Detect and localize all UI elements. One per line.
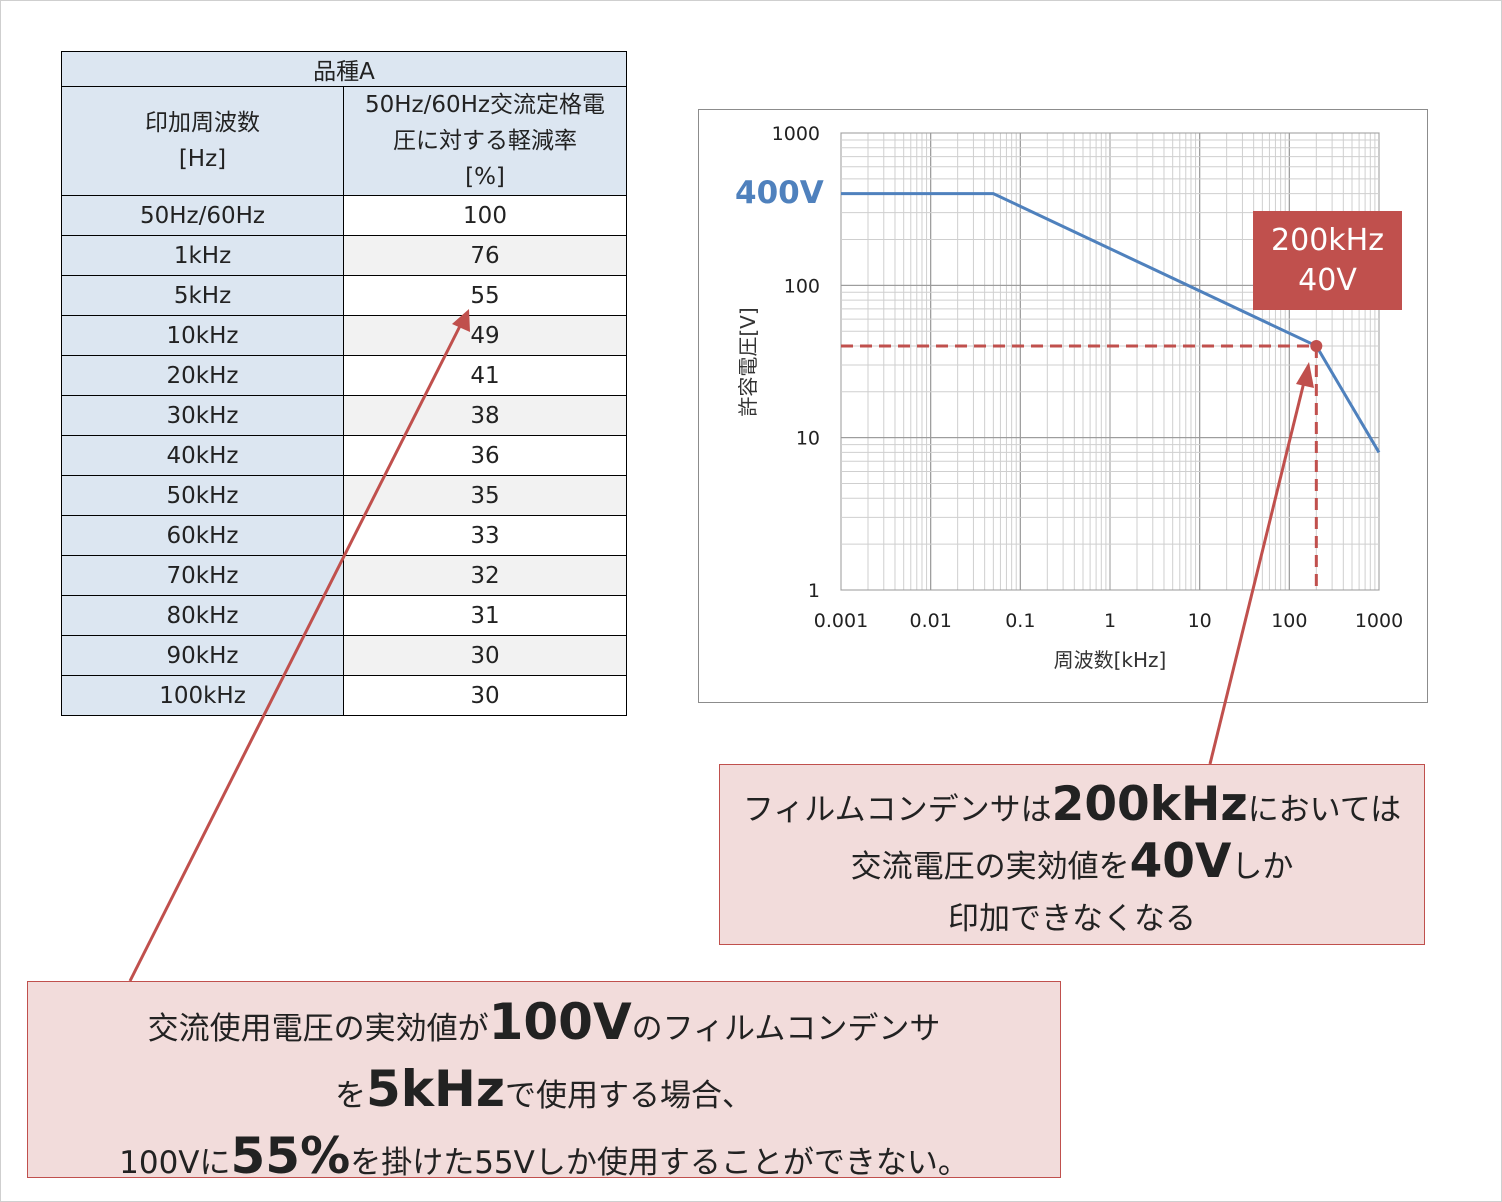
cell-rate: 31: [342, 595, 628, 636]
cell-rate: 38: [342, 395, 628, 436]
derating-table: 品種A 印加周波数 [Hz] 50Hz/60Hz交流定格電 圧に対する軽減率 […: [60, 51, 628, 716]
callout-bottom-text: を掛けた55Vしか使用することができない。: [350, 1145, 969, 1181]
callout-right-text: 印加できなくなる: [948, 901, 1196, 937]
cell-rate: 33: [342, 515, 628, 556]
table-row: 80kHz 31: [61, 595, 628, 636]
header-frequency-line: 印加周波数: [145, 110, 260, 136]
y-axis-label: 許容電圧[V]: [736, 307, 760, 416]
callout-right-text: しか: [1231, 849, 1294, 885]
callout-right-text: フィルムコンデンサは: [742, 792, 1052, 828]
callout-bottom: 交流使用電圧の実効値が100Vのフィルムコンデンサ を5kHzで使用する場合、 …: [27, 981, 1061, 1185]
table-row: 100kHz 30: [61, 675, 628, 716]
table-row: 10kHz 49: [61, 315, 628, 356]
cell-rate: 30: [342, 675, 628, 716]
callout-right-text: においては: [1247, 792, 1402, 828]
arrow-to-55: [128, 323, 463, 982]
table-row: 1kHz 76: [61, 235, 628, 276]
cell-rate: 49: [342, 315, 628, 356]
y-tick-label: 1000: [772, 123, 820, 145]
cell-frequency: 10kHz: [61, 315, 344, 356]
point-label-voltage: 40V: [1298, 263, 1357, 298]
arrowhead-200khz: [1296, 362, 1314, 388]
cell-frequency: 60kHz: [61, 515, 344, 556]
cell-rate: 76: [342, 235, 628, 276]
x-tick-label: 100: [1271, 610, 1307, 632]
cell-rate: 41: [342, 355, 628, 396]
callout-right-freq: 200kHz: [1051, 777, 1248, 832]
x-tick-label: 1000: [1355, 610, 1403, 632]
x-axis-label: 周波数[kHz]: [1054, 648, 1167, 672]
point-label-frequency: 200kHz: [1271, 223, 1384, 258]
arrow-to-200khz: [1208, 377, 1307, 765]
cell-frequency: 80kHz: [61, 595, 344, 636]
x-tick-label: 10: [1188, 610, 1212, 632]
cell-rate: 35: [342, 475, 628, 516]
x-tick-label: 0.001: [814, 610, 868, 632]
header-rate-line1: 50Hz/60Hz交流定格電: [364, 92, 606, 118]
cell-frequency: 90kHz: [61, 635, 344, 676]
cell-rate: 32: [342, 555, 628, 596]
x-tick-label: 1: [1104, 610, 1116, 632]
table-row: 70kHz 32: [61, 555, 628, 596]
table-row: 90kHz 30: [61, 635, 628, 676]
cell-frequency: 50kHz: [61, 475, 344, 516]
table-row: 5kHz 55: [61, 275, 628, 316]
callout-bottom-text: で使用する場合、: [505, 1078, 753, 1114]
table-row: 20kHz 41: [61, 355, 628, 396]
callout-bottom-voltage: 100V: [488, 993, 632, 1051]
table-row: 50Hz/60Hz 100: [61, 195, 628, 236]
header-frequency-unit: [Hz]: [178, 146, 227, 172]
series-line: [841, 192, 1381, 454]
y-tick-label: 10: [796, 428, 820, 450]
callout-right: フィルムコンデンサは200kHzにおいては 交流電圧の実効値を40Vしか 印加で…: [719, 764, 1425, 945]
cell-rate: 30: [342, 635, 628, 676]
arrowhead-55: [452, 309, 470, 332]
callout-bottom-freq: 5kHz: [366, 1060, 505, 1118]
x-tick-label: 0.01: [910, 610, 952, 632]
chart-grid: [840, 132, 1380, 591]
callout-bottom-text: 100Vに: [119, 1145, 231, 1181]
cell-frequency: 50Hz/60Hz: [61, 195, 344, 236]
cell-frequency: 5kHz: [61, 275, 344, 316]
cell-rate: 36: [342, 435, 628, 476]
header-rate-unit: [%]: [465, 164, 505, 190]
x-tick-label: 0.1: [1005, 610, 1035, 632]
level-label-400v: 400V: [735, 175, 824, 211]
chart-ticks: 0.001 0.01 0.1 1 10 100 1000 1 10 100 1000: [772, 123, 1404, 632]
header-rate-line2: 圧に対する軽減率: [393, 128, 577, 154]
cell-rate: 100: [342, 195, 628, 236]
y-tick-label: 1: [808, 580, 820, 602]
cell-frequency: 70kHz: [61, 555, 344, 596]
callout-bottom-rate: 55%: [230, 1127, 351, 1185]
table-row: 50kHz 35: [61, 475, 628, 516]
header-rate: 50Hz/60Hz交流定格電 圧に対する軽減率 [%]: [342, 86, 628, 196]
callout-bottom-text: のフィルムコンデンサ: [631, 1011, 941, 1047]
cell-rate: 55: [342, 275, 628, 316]
highlight-point: [1310, 339, 1323, 352]
header-frequency: 印加周波数 [Hz]: [61, 86, 344, 196]
callout-bottom-text: 交流使用電圧の実効値が: [147, 1011, 489, 1047]
cell-frequency: 1kHz: [61, 235, 344, 276]
y-tick-label: 100: [784, 275, 820, 297]
highlight-guides: [841, 339, 1323, 590]
callout-bottom-text: を: [335, 1078, 366, 1114]
cell-frequency: 100kHz: [61, 675, 344, 716]
callout-right-voltage: 40V: [1129, 834, 1232, 889]
table-row: 60kHz 33: [61, 515, 628, 556]
callout-right-text: 交流電圧の実効値を: [850, 849, 1130, 885]
cell-frequency: 20kHz: [61, 355, 344, 396]
point-label: 200kHz 40V: [1253, 211, 1402, 310]
